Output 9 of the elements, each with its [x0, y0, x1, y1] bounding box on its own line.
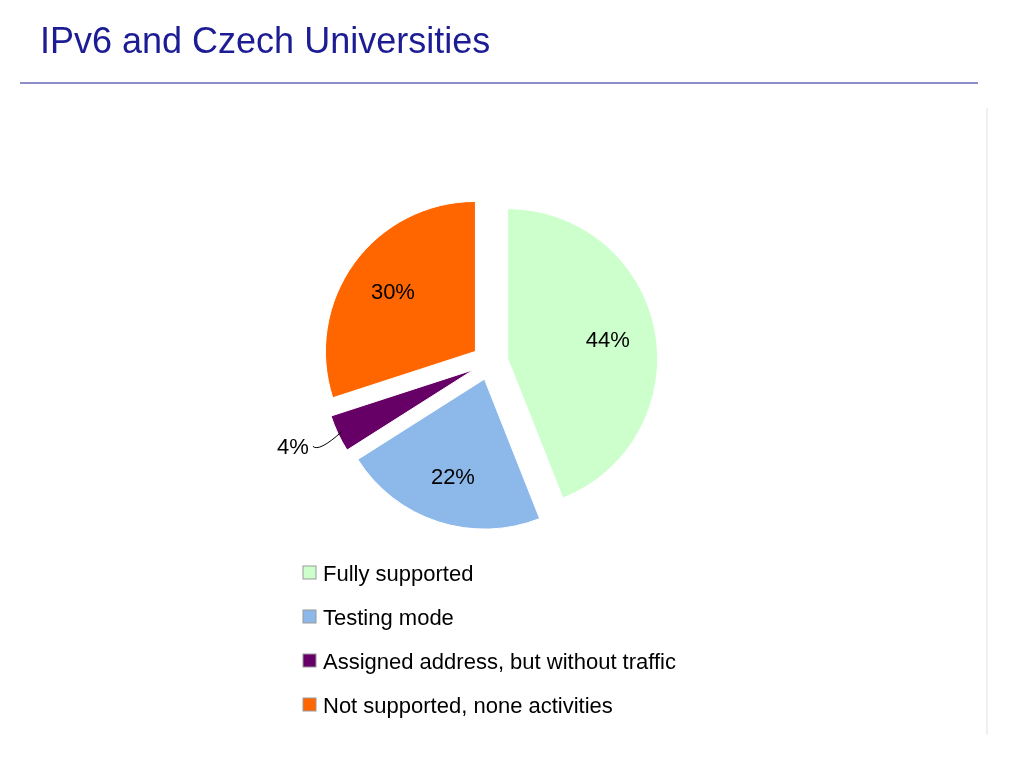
legend-label: Not supported, none activities — [323, 692, 613, 718]
data-label: 22% — [430, 463, 475, 489]
legend-label: Testing mode — [323, 604, 454, 630]
chart-title: IPv6 and Czech Universities — [40, 19, 491, 61]
data-label: 44% — [585, 327, 630, 353]
data-label: 4% — [277, 434, 309, 459]
legend-label: Fully supported — [323, 560, 474, 586]
legend-label: Assigned address, but without traffic — [323, 648, 677, 674]
data-label: 30% — [370, 279, 415, 305]
